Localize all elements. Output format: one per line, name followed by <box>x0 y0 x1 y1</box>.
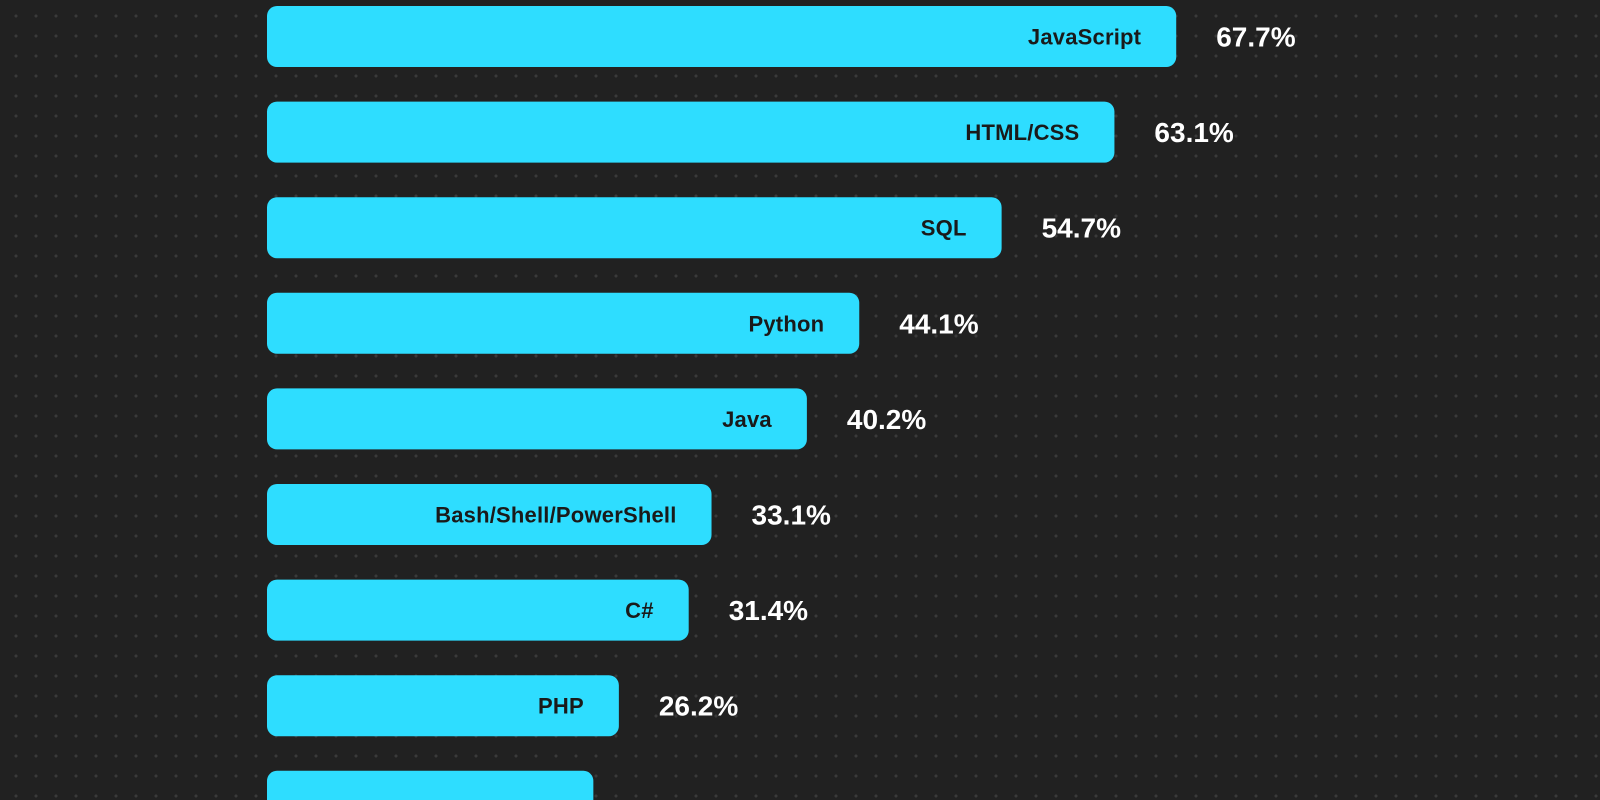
bar-value-label: 33.1% <box>752 500 831 531</box>
bar-group: C# 31.4% <box>267 579 808 641</box>
bar-value-label: 63.1% <box>1154 117 1233 148</box>
bar-group: SQL 54.7% <box>267 197 1121 259</box>
bar <box>267 770 594 800</box>
bar-group: Python 44.1% <box>267 292 979 354</box>
bar-category-label: Python <box>748 311 824 336</box>
bar-group: HTML/CSS 63.1% <box>267 101 1234 163</box>
bar-group: PHP 26.2% <box>267 675 738 737</box>
bar <box>267 101 1115 163</box>
bar-category-label: JavaScript <box>1028 25 1142 50</box>
bar <box>267 675 619 737</box>
bar-category-label: SQL <box>921 216 967 241</box>
bar-category-label: C# <box>625 598 654 623</box>
bar-value-label: 26.2% <box>659 691 738 722</box>
bar <box>267 6 1177 67</box>
bar-category-label: PHP <box>538 694 584 719</box>
bar <box>267 388 807 450</box>
bar-value-label: 54.7% <box>1042 213 1121 244</box>
bar-group: JavaScript 67.7% <box>267 6 1296 67</box>
bar-group: Bash/Shell/PowerShell 33.1% <box>267 484 831 545</box>
bar-group: Java 40.2% <box>267 388 926 450</box>
bar-value-label: 40.2% <box>847 404 926 435</box>
bar-value-label: 67.7% <box>1216 22 1295 53</box>
bar-value-label: 44.1% <box>899 308 978 339</box>
bar-group <box>267 770 594 800</box>
bar <box>267 197 1002 259</box>
bar-value-label: 31.4% <box>729 595 808 626</box>
bar <box>267 292 860 354</box>
bar <box>267 484 712 545</box>
bar-category-label: HTML/CSS <box>965 120 1079 145</box>
bar-category-label: Bash/Shell/PowerShell <box>435 503 676 528</box>
bar <box>267 579 689 641</box>
bar-category-label: Java <box>722 407 772 432</box>
